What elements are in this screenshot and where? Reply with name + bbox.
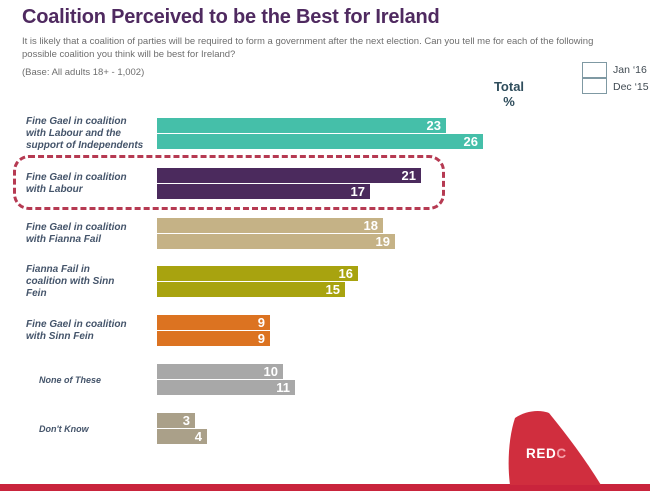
bar-dec15: 17	[157, 184, 370, 199]
chart-legend: Jan ‘16 Dec ‘15	[582, 61, 649, 95]
category-label: Don't Know	[39, 423, 89, 434]
bar-jan16: 9	[157, 315, 270, 330]
survey-question: It is likely that a coalition of parties…	[22, 36, 594, 60]
redc-logo-shape	[508, 410, 601, 485]
category-label: None of These	[39, 374, 102, 385]
legend-label-dec15: Dec ‘15	[613, 80, 649, 93]
legend-item-dec15: Dec ‘15	[582, 77, 649, 95]
bar-group: Don't Know 3 4	[0, 413, 650, 444]
logo-text-red: RED	[526, 446, 557, 461]
bar-jan16: 10	[157, 364, 283, 379]
redc-logo: REDC	[505, 409, 605, 485]
bar-jan16: 23	[157, 118, 446, 133]
category-label: Fine Gael in coalition with Fianna Fail	[26, 221, 127, 245]
bar-group: Fine Gael in coalition with Labour and t…	[0, 115, 650, 151]
legend-item-jan16: Jan ‘16	[582, 61, 649, 78]
bar-group: Fine Gael in coalition with Sinn Fein 9 9	[0, 315, 650, 346]
footer-stripe	[0, 484, 650, 491]
bar-dec15: 4	[157, 429, 207, 444]
bar-dec15: 26	[157, 134, 483, 149]
bar-group: None of These 10 11	[0, 364, 650, 395]
logo-text-c: C	[556, 446, 567, 461]
category-label: Fine Gael in coalition with Sinn Fein	[26, 318, 127, 342]
category-label: Fine Gael in coalition with Labour and t…	[26, 115, 144, 151]
bar-group: Fine Gael in coalition with Labour 21 17	[0, 168, 650, 199]
bar-dec15: 19	[157, 234, 395, 249]
bar-jan16: 16	[157, 266, 358, 281]
total-header-word: Total	[493, 79, 525, 94]
total-percent-header: Total %	[480, 79, 538, 109]
legend-swatch-jan16	[582, 61, 607, 78]
legend-label-jan16: Jan ‘16	[613, 63, 647, 76]
page-title: Coalition Perceived to be the Best for I…	[22, 6, 440, 28]
total-header-percent-sign: %	[503, 94, 515, 109]
bar-jan16: 18	[157, 218, 383, 233]
legend-swatch-dec15	[582, 77, 607, 94]
base-note: (Base: All adults 18+ - 1,002)	[22, 67, 145, 78]
bar-dec15: 11	[157, 380, 295, 395]
category-label: Fianna Fail in coalition with Sinn Fein	[26, 263, 115, 299]
bar-dec15: 15	[157, 282, 345, 297]
bar-group: Fianna Fail in coalition with Sinn Fein 1…	[0, 263, 650, 299]
bar-dec15: 9	[157, 331, 270, 346]
bar-jan16: 3	[157, 413, 195, 428]
highlight-dashed-box	[13, 155, 445, 210]
category-label: Fine Gael in coalition with Labour	[26, 171, 127, 195]
redc-logo-text: REDC	[526, 446, 567, 461]
bar-group: Fine Gael in coalition with Fianna Fail 1…	[0, 218, 650, 249]
bar-jan16: 21	[157, 168, 421, 183]
